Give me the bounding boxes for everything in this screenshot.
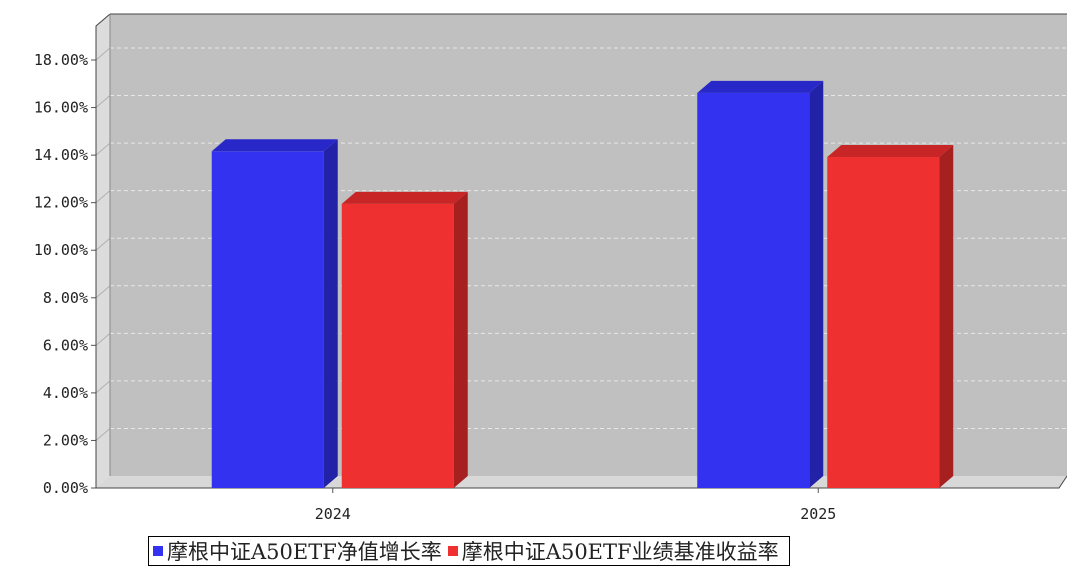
y-tick-label: 10.00% — [34, 241, 88, 259]
y-tick-label: 18.00% — [34, 51, 88, 69]
y-tick-label: 6.00% — [43, 336, 88, 354]
bar — [341, 191, 468, 488]
gridline-side — [95, 95, 111, 108]
bar-front — [827, 157, 940, 488]
gridline-side — [95, 190, 111, 204]
gridline-side — [95, 428, 111, 441]
bar-front — [341, 203, 454, 488]
bar — [697, 80, 824, 489]
bar-side — [453, 191, 468, 488]
bar-side — [323, 139, 338, 488]
x-tick-label: 2025 — [800, 505, 836, 523]
legend-swatch-red — [447, 546, 458, 556]
bar-top — [211, 139, 338, 152]
bars — [211, 80, 954, 489]
y-tick-label: 16.00% — [34, 99, 88, 117]
gridline-side — [95, 47, 111, 61]
bar — [211, 139, 338, 488]
gridline-side — [95, 380, 111, 394]
legend-label: 摩根中证A50ETF业绩基准收益率 — [461, 540, 779, 564]
y-tick-label: 14.00% — [34, 146, 88, 164]
gridline-side — [95, 237, 111, 251]
y-tick-label: 12.00% — [34, 194, 88, 212]
bar — [827, 145, 954, 488]
y-tick-label: 2.00% — [43, 431, 88, 449]
gridline-side — [95, 332, 111, 346]
bar-top — [697, 80, 824, 93]
legend: 摩根中证A50ETF净值增长率 摩根中证A50ETF业绩基准收益率 — [148, 536, 790, 566]
bar-front — [211, 151, 324, 488]
gridline-side — [95, 142, 111, 156]
axis-labels: 0.00% 2.00% 4.00% 6.00% 8.00% 10.00% 12.00% 14.… — [34, 51, 837, 523]
y-tick-label: 8.00% — [43, 289, 88, 307]
bar-top — [827, 145, 954, 158]
bar-side — [809, 80, 824, 489]
bar-front — [697, 92, 810, 489]
legend-item-benchmark: 摩根中证A50ETF业绩基准收益率 — [447, 536, 779, 566]
legend-item-nav-growth: 摩根中证A50ETF净值增长率 — [153, 536, 442, 566]
gridline-side — [95, 285, 111, 299]
axes — [91, 13, 1067, 493]
bar-side — [939, 145, 954, 488]
floor — [96, 476, 1067, 488]
gridlines — [95, 47, 1067, 441]
y-tick-label: 4.00% — [43, 384, 88, 402]
x-tick-label: 2024 — [315, 505, 351, 523]
y-tick-label: 0.00% — [43, 479, 88, 497]
legend-swatch-blue — [153, 546, 163, 556]
left-wall — [96, 14, 110, 488]
bar-top — [341, 191, 468, 204]
axis-frame — [95, 13, 1067, 489]
legend-label: 摩根中证A50ETF净值增长率 — [167, 540, 442, 564]
